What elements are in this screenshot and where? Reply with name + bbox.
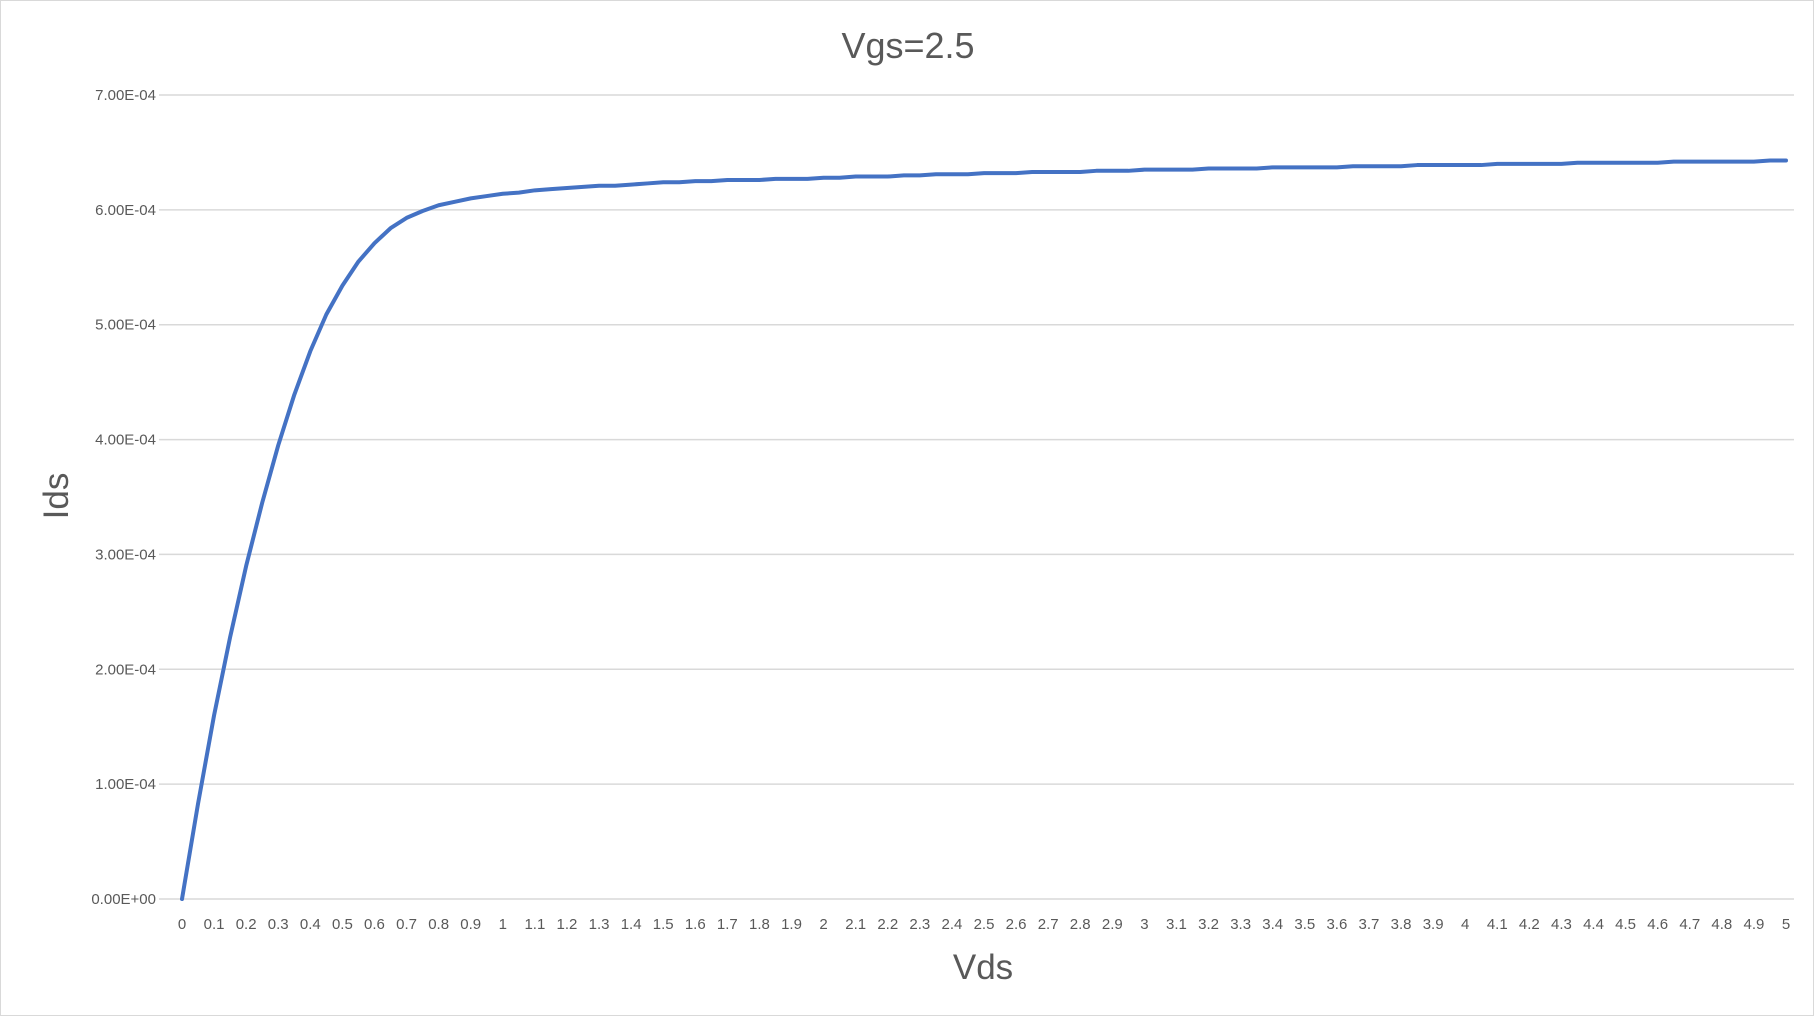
x-tick-label: 0.7 — [396, 916, 417, 933]
x-tick-label: 0.9 — [460, 916, 481, 933]
series-line — [180, 158, 1788, 901]
x-tick-label: 2.3 — [909, 916, 930, 933]
x-tick-label: 3.6 — [1326, 916, 1347, 933]
x-tick-label: 2.6 — [1006, 916, 1027, 933]
y-tick-label: 0.00E+00 — [91, 891, 156, 908]
x-tick-label: 2.7 — [1038, 916, 1059, 933]
x-tick-label: 0.4 — [300, 916, 321, 933]
y-tick-label: 6.00E-04 — [95, 202, 156, 219]
x-tick-label: 1.3 — [589, 916, 610, 933]
y-tick-label: 2.00E-04 — [95, 661, 156, 678]
x-tick-label: 1.4 — [621, 916, 642, 933]
x-tick-label: 4.7 — [1679, 916, 1700, 933]
chart-title: Vgs=2.5 — [841, 25, 974, 66]
x-tick-label: 2.4 — [941, 916, 962, 933]
y-axis-title: Ids — [37, 473, 76, 520]
x-tick-label: 2 — [819, 916, 827, 933]
x-tick-label: 1.5 — [653, 916, 674, 933]
x-tick-label: 1.7 — [717, 916, 738, 933]
x-tick-label: 0.3 — [268, 916, 289, 933]
x-tick-label: 0 — [178, 916, 186, 933]
x-axis-title: Vds — [953, 948, 1013, 987]
x-tick-label: 4.4 — [1583, 916, 1604, 933]
x-tick-label: 0.1 — [204, 916, 225, 933]
y-tick-label: 3.00E-04 — [95, 546, 156, 563]
x-tick-label: 0.6 — [364, 916, 385, 933]
x-tick-label: 2.9 — [1102, 916, 1123, 933]
x-tick-label: 2.2 — [877, 916, 898, 933]
x-tick-label: 3.4 — [1262, 916, 1283, 933]
x-tick-label: 3.1 — [1166, 916, 1187, 933]
x-tick-label: 4.9 — [1743, 916, 1764, 933]
x-tick-label: 3.2 — [1198, 916, 1219, 933]
x-tick-label: 1.2 — [557, 916, 578, 933]
x-tick-label: 3.8 — [1391, 916, 1412, 933]
x-tick-label: 3.7 — [1359, 916, 1380, 933]
x-tick-label: 1.1 — [524, 916, 545, 933]
x-tick-label: 1.9 — [781, 916, 802, 933]
y-axis-tick-labels: 0.00E+00 1.00E-04 2.00E-04 3.00E-04 4.00E-04… — [91, 87, 156, 908]
x-tick-label: 4 — [1461, 916, 1469, 933]
x-tick-label: 4.8 — [1711, 916, 1732, 933]
x-tick-label: 0.5 — [332, 916, 353, 933]
x-tick-label: 0.2 — [236, 916, 257, 933]
x-tick-label: 1.8 — [749, 916, 770, 933]
x-tick-label: 3.3 — [1230, 916, 1251, 933]
x-tick-label: 2.1 — [845, 916, 866, 933]
x-tick-label: 0.8 — [428, 916, 449, 933]
y-tick-label: 7.00E-04 — [95, 87, 156, 104]
x-tick-label: 1 — [499, 916, 507, 933]
x-tick-label: 4.2 — [1519, 916, 1540, 933]
series-layer — [180, 158, 1788, 901]
y-tick-label: 5.00E-04 — [95, 317, 156, 334]
x-tick-label: 2.5 — [974, 916, 995, 933]
x-tick-label: 4.3 — [1551, 916, 1572, 933]
x-tick-label: 4.6 — [1647, 916, 1668, 933]
y-tick-label: 1.00E-04 — [95, 776, 156, 793]
x-tick-label: 3 — [1140, 916, 1148, 933]
x-tick-label: 3.5 — [1294, 916, 1315, 933]
x-tick-label: 1.6 — [685, 916, 706, 933]
x-axis-tick-labels: 0 0.1 0.2 0.3 0.4 0.5 0.6 0.7 0.8 0.9 1 1.1 1.2 1.3 1.… — [178, 916, 1790, 933]
x-tick-label: 4.1 — [1487, 916, 1508, 933]
y-tick-label: 4.00E-04 — [95, 432, 156, 449]
x-tick-label: 2.8 — [1070, 916, 1091, 933]
x-tick-label: 4.5 — [1615, 916, 1636, 933]
x-tick-label: 3.9 — [1423, 916, 1444, 933]
x-tick-label: 5 — [1782, 916, 1790, 933]
gridlines — [159, 94, 1794, 785]
